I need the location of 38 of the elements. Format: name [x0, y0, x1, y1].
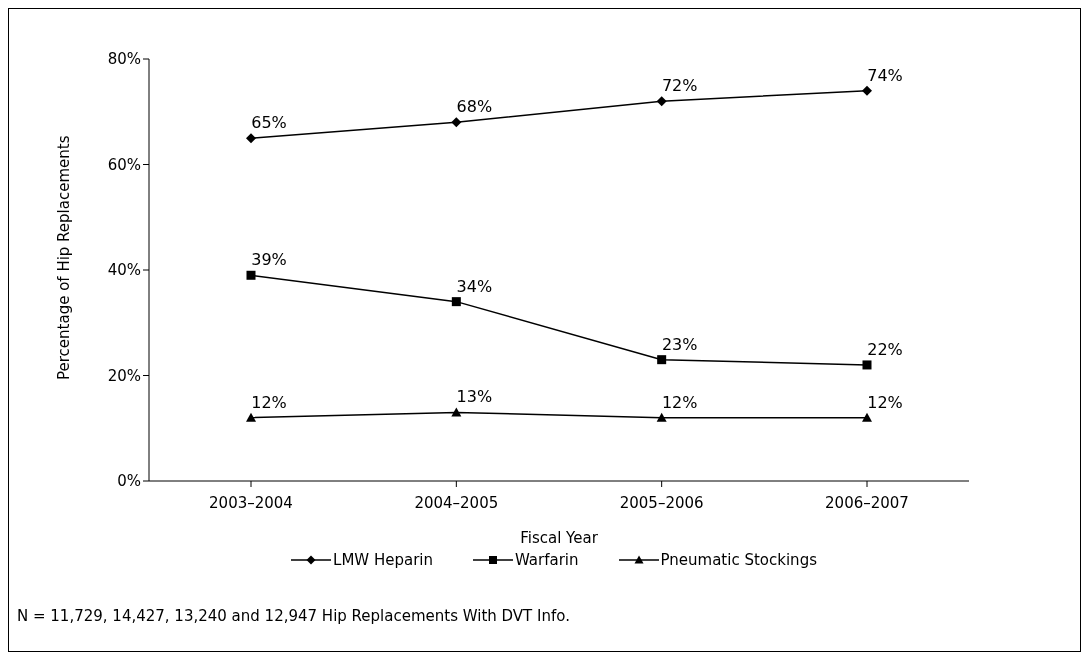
- y-tick-label: 80%: [107, 50, 141, 69]
- data-label: 68%: [456, 97, 493, 117]
- data-label: 12%: [661, 392, 698, 412]
- x-tick-label: 2006–2007: [825, 493, 909, 512]
- y-axis-title: Percentage of Hip Replacements: [55, 135, 74, 380]
- data-label: 72%: [661, 76, 698, 96]
- point: [862, 85, 872, 96]
- x-tick-label: 2003–2004: [209, 493, 293, 512]
- data-label: 74%: [867, 65, 903, 85]
- data-label: 65%: [251, 113, 287, 133]
- point: [451, 117, 462, 128]
- y-tick-label: 0%: [117, 472, 141, 491]
- data-label: 22%: [867, 339, 903, 359]
- data-label: 12%: [867, 392, 903, 412]
- point: [862, 360, 872, 370]
- x-tick-label: 2004–2005: [414, 493, 499, 512]
- data-label: 12%: [251, 392, 287, 412]
- text: N = 11,729, 14,427, 13,240 and 12,947 Hip Replacements With DVT Info.: [17, 607, 570, 625]
- data-label: 39%: [251, 250, 287, 270]
- point: [451, 297, 461, 307]
- point: [656, 412, 667, 422]
- legend-label: Warfarin: [515, 551, 579, 569]
- y-tick-label: 40%: [107, 261, 141, 280]
- x-axis-title: Fiscal Year: [520, 529, 599, 547]
- y-tick-label: 20%: [107, 366, 141, 385]
- point: [246, 270, 256, 280]
- point: [656, 96, 667, 107]
- x-tick-label: 2005–2006: [619, 493, 704, 512]
- legend-label: LMW Heparin: [333, 551, 433, 569]
- y-tick-label: 60%: [107, 155, 141, 174]
- point: [246, 412, 256, 422]
- point: [657, 355, 667, 365]
- point: [862, 412, 872, 422]
- point: [246, 133, 256, 144]
- data-label: 23%: [661, 334, 698, 354]
- data-label: 34%: [456, 276, 493, 296]
- data-label: 13%: [456, 387, 493, 407]
- legend-label: Pneumatic Stockings: [660, 551, 817, 569]
